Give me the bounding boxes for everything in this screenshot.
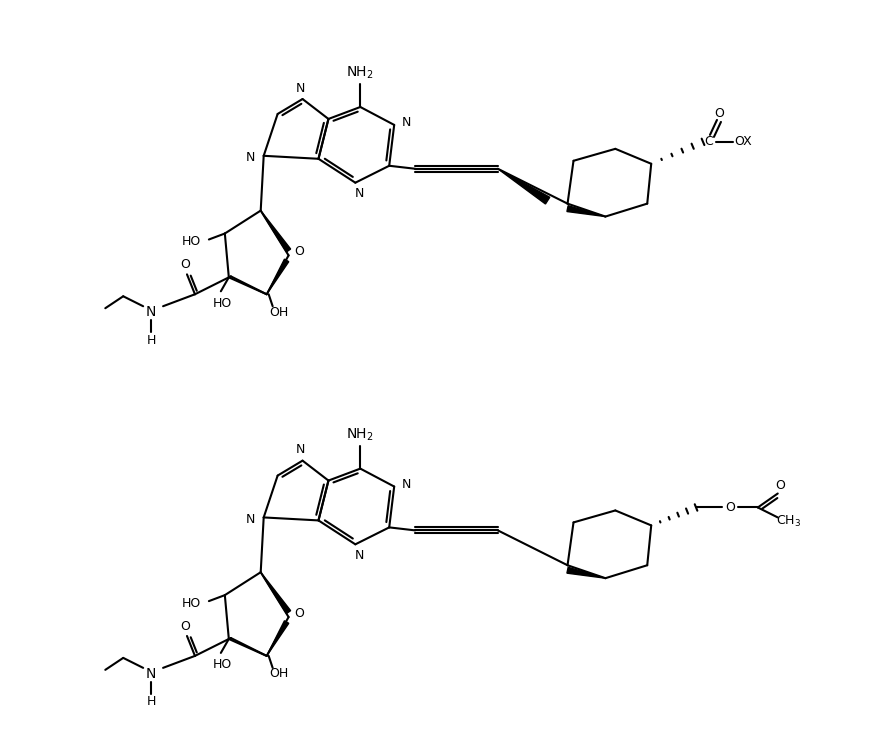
Text: H: H bbox=[146, 333, 156, 346]
Text: O: O bbox=[295, 245, 305, 258]
Polygon shape bbox=[567, 206, 605, 217]
Text: N: N bbox=[296, 81, 306, 95]
Text: HO: HO bbox=[213, 658, 233, 672]
Text: N: N bbox=[146, 666, 156, 681]
Text: N: N bbox=[246, 151, 256, 164]
Text: N: N bbox=[246, 513, 256, 526]
Text: N: N bbox=[402, 117, 411, 129]
Text: NH$_2$: NH$_2$ bbox=[347, 426, 374, 443]
Polygon shape bbox=[266, 259, 289, 294]
Text: OX: OX bbox=[734, 135, 752, 148]
Text: NH$_2$: NH$_2$ bbox=[347, 65, 374, 81]
Polygon shape bbox=[266, 621, 289, 656]
Text: O: O bbox=[725, 501, 735, 514]
Text: N: N bbox=[296, 443, 306, 457]
Text: HO: HO bbox=[213, 297, 233, 310]
Polygon shape bbox=[261, 211, 290, 252]
Text: HO: HO bbox=[182, 597, 200, 610]
Text: HO: HO bbox=[182, 235, 200, 248]
Text: O: O bbox=[180, 258, 190, 271]
Text: H: H bbox=[146, 695, 156, 708]
Text: CH$_3$: CH$_3$ bbox=[776, 514, 801, 529]
Text: N: N bbox=[355, 187, 364, 200]
Polygon shape bbox=[567, 567, 605, 578]
Text: O: O bbox=[295, 606, 305, 619]
Text: O: O bbox=[714, 107, 723, 120]
Text: N: N bbox=[402, 478, 411, 491]
Text: OH: OH bbox=[269, 305, 289, 319]
Polygon shape bbox=[261, 573, 290, 614]
Polygon shape bbox=[498, 169, 550, 204]
Text: N: N bbox=[355, 549, 364, 562]
Text: C: C bbox=[705, 135, 714, 148]
Text: N: N bbox=[146, 305, 156, 319]
Text: O: O bbox=[180, 619, 190, 633]
Text: OH: OH bbox=[269, 667, 289, 680]
Text: O: O bbox=[775, 479, 785, 492]
